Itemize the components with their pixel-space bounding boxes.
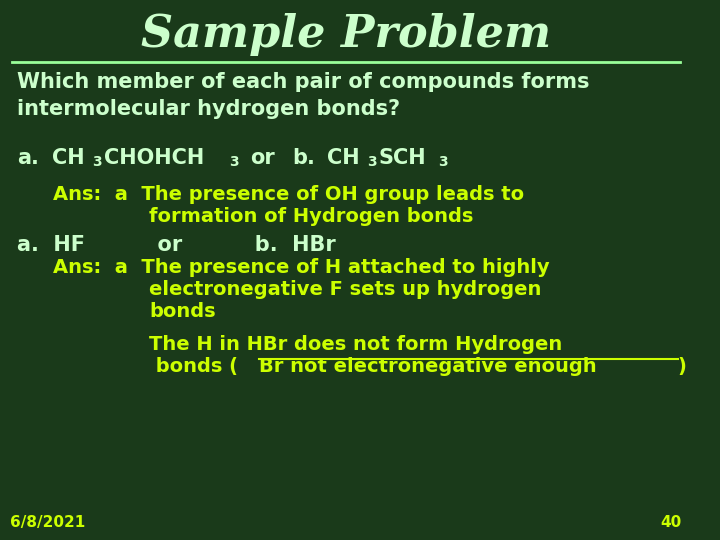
Text: 3: 3	[229, 155, 238, 169]
Text: electronegative F sets up hydrogen: electronegative F sets up hydrogen	[149, 280, 541, 299]
Text: Sample Problem: Sample Problem	[140, 14, 551, 57]
Text: b.: b.	[292, 148, 315, 168]
Text: Ans:  a  The presence of OH group leads to: Ans: a The presence of OH group leads to	[53, 185, 524, 204]
Text: 6/8/2021: 6/8/2021	[9, 515, 85, 530]
Text: a.  HF          or          b.  HBr: a. HF or b. HBr	[17, 235, 336, 255]
Text: ): )	[678, 357, 686, 376]
Text: a.: a.	[17, 148, 39, 168]
Text: 3: 3	[438, 155, 448, 169]
Text: SCH: SCH	[379, 148, 426, 168]
Text: 3: 3	[92, 155, 102, 169]
Text: Which member of each pair of compounds forms
intermolecular hydrogen bonds?: Which member of each pair of compounds f…	[17, 72, 590, 119]
Text: Br not electronegative enough: Br not electronegative enough	[259, 357, 597, 376]
Text: or: or	[251, 148, 275, 168]
Text: bonds (: bonds (	[149, 357, 238, 376]
Text: formation of Hydrogen bonds: formation of Hydrogen bonds	[149, 207, 473, 226]
Text: CHOHCH: CHOHCH	[104, 148, 204, 168]
Text: The H in HBr does not form Hydrogen: The H in HBr does not form Hydrogen	[149, 335, 562, 354]
Text: 3: 3	[367, 155, 377, 169]
Text: CH: CH	[52, 148, 85, 168]
Text: CH: CH	[327, 148, 359, 168]
Text: Ans:  a  The presence of H attached to highly: Ans: a The presence of H attached to hig…	[53, 258, 549, 277]
Text: 40: 40	[661, 515, 682, 530]
Text: bonds: bonds	[149, 302, 215, 321]
